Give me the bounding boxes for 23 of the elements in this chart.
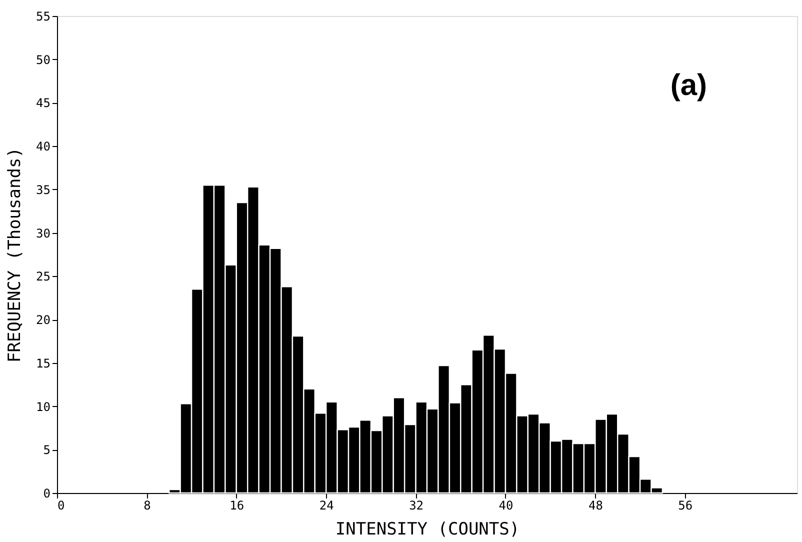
y-tick-label: 25 [36, 270, 50, 284]
x-tick-label: 8 [144, 498, 151, 512]
y-tick-label: 15 [36, 356, 50, 370]
x-tick-label: 24 [319, 498, 334, 512]
x-tick-label: 32 [409, 498, 424, 512]
y-tick-label: 45 [36, 96, 50, 110]
y-tick-label: 40 [36, 140, 50, 154]
x-tick-label: 48 [588, 498, 603, 512]
x-axis-title: INTENSITY (COUNTS) [335, 520, 520, 540]
x-tick-label: 40 [498, 498, 514, 512]
y-tick-label: 10 [36, 400, 50, 414]
y-tick-label: 30 [36, 226, 50, 240]
y-tick-label: 20 [36, 313, 50, 328]
x-tick-label: 56 [678, 498, 693, 512]
x-tick-label: 0 [58, 498, 65, 512]
y-axis-title: FREQUENCY (Thousands) [5, 148, 26, 362]
y-tick-label: 5 [43, 443, 50, 458]
y-tick-label: 35 [36, 182, 50, 197]
annotation: (a) [670, 69, 707, 102]
y-tick-label: 0 [43, 486, 50, 500]
x-tick-label: 16 [230, 498, 244, 512]
y-tick-label: 55 [36, 10, 50, 24]
y-tick-label: 50 [36, 52, 50, 67]
